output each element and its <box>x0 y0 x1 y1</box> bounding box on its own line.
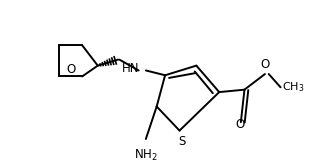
Text: NH$_2$: NH$_2$ <box>134 147 158 163</box>
Text: HN: HN <box>122 62 140 75</box>
Text: O: O <box>235 118 245 131</box>
Text: CH$_3$: CH$_3$ <box>282 80 305 94</box>
Text: O: O <box>261 58 270 71</box>
Text: S: S <box>178 135 185 148</box>
Text: O: O <box>66 63 75 76</box>
